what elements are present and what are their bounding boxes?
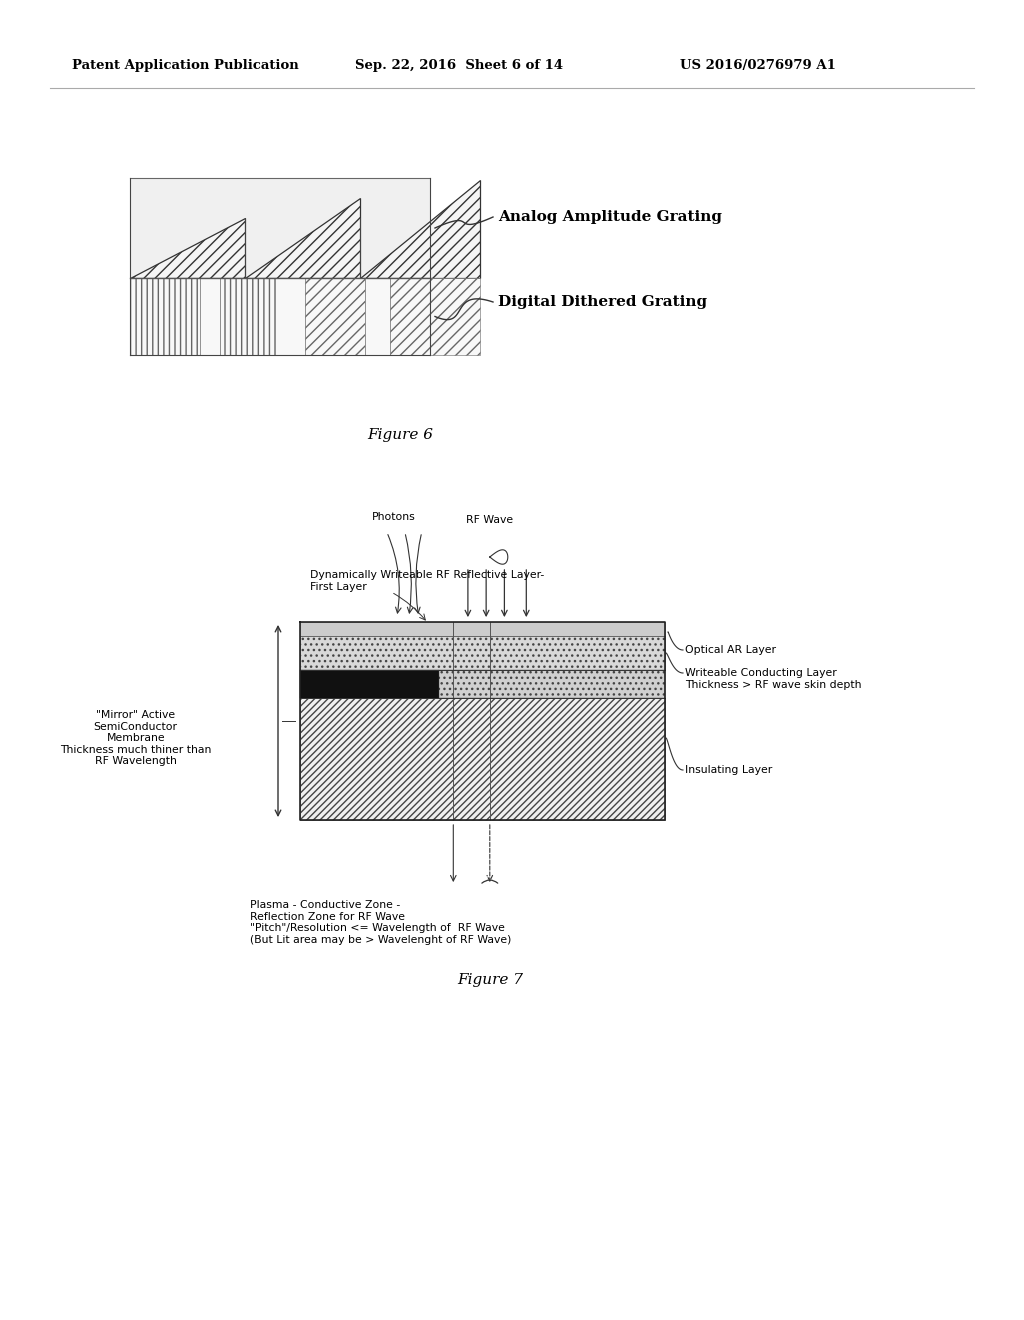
Bar [200, 279, 220, 355]
Bar [300, 636, 665, 671]
Text: Digital Dithered Grating: Digital Dithered Grating [498, 294, 708, 309]
Text: RF Wave: RF Wave [466, 515, 513, 525]
Text: Analog Amplitude Grating: Analog Amplitude Grating [498, 210, 722, 224]
Text: Patent Application Publication: Patent Application Publication [72, 58, 299, 71]
Bar [390, 279, 480, 355]
Bar [300, 622, 665, 636]
Text: "Mirror" Active
SemiConductor
Membrane
Thickness much thiner than
RF Wavelength: "Mirror" Active SemiConductor Membrane T… [60, 710, 211, 767]
Text: Sep. 22, 2016  Sheet 6 of 14: Sep. 22, 2016 Sheet 6 of 14 [355, 58, 563, 71]
Text: Dynamically Writeable RF Reflective Layer-
First Layer: Dynamically Writeable RF Reflective Laye… [310, 570, 544, 591]
Text: Insulating Layer: Insulating Layer [685, 766, 772, 775]
Bar [305, 279, 365, 355]
Bar [438, 671, 665, 698]
Text: Writeable Conducting Layer
Thickness > RF wave skin depth: Writeable Conducting Layer Thickness > R… [685, 668, 861, 689]
Polygon shape [360, 180, 480, 279]
Text: Optical AR Layer: Optical AR Layer [685, 645, 776, 655]
Bar [365, 279, 390, 355]
Bar [300, 671, 438, 698]
Polygon shape [245, 198, 360, 279]
Text: Photons: Photons [372, 512, 416, 521]
Bar [130, 178, 430, 355]
Text: US 2016/0276979 A1: US 2016/0276979 A1 [680, 58, 836, 71]
Bar [130, 279, 200, 355]
Text: Figure 7: Figure 7 [457, 973, 523, 987]
Text: Figure 6: Figure 6 [367, 428, 433, 442]
Polygon shape [130, 218, 245, 279]
Bar [300, 698, 665, 820]
Text: Plasma - Conductive Zone -
Reflection Zone for RF Wave
"Pitch"/Resolution <= Wav: Plasma - Conductive Zone - Reflection Zo… [250, 900, 511, 945]
Bar [220, 279, 275, 355]
Bar [275, 279, 305, 355]
